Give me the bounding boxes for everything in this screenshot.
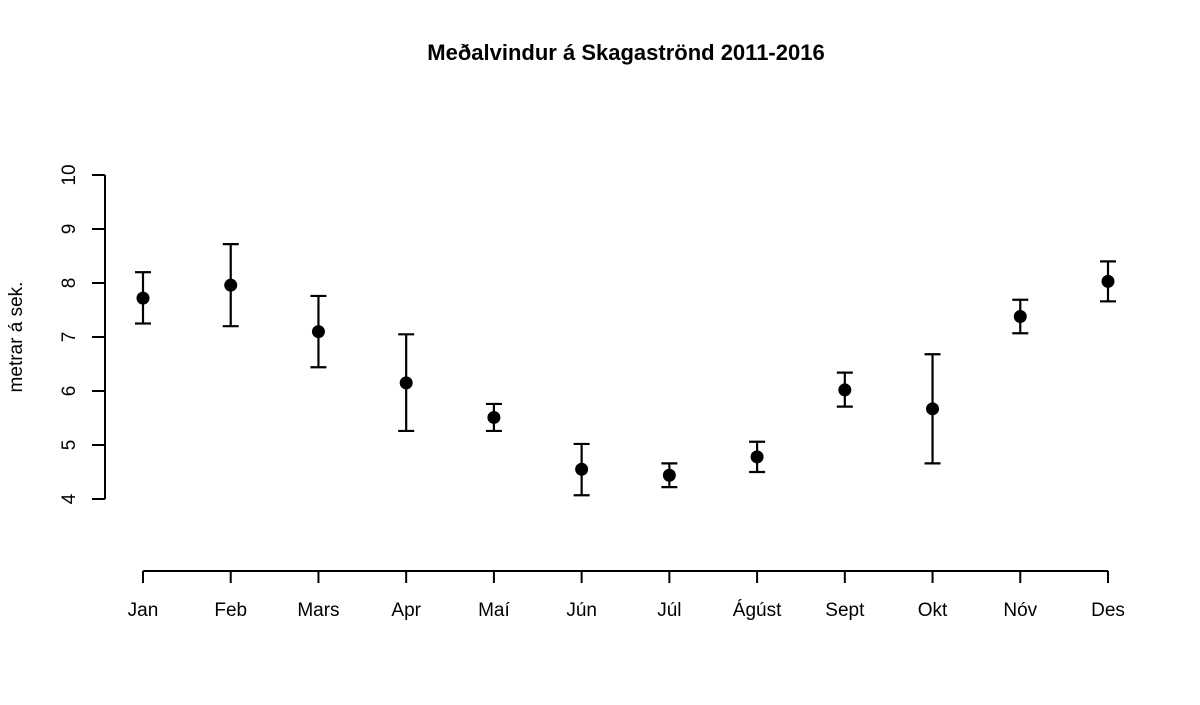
x-tick-label: Júl bbox=[657, 600, 681, 621]
y-tick-label: 10 bbox=[59, 164, 80, 185]
x-tick-label: Okt bbox=[918, 600, 948, 621]
data-point bbox=[399, 376, 413, 390]
y-tick-label: 6 bbox=[59, 386, 80, 397]
data-point bbox=[487, 410, 501, 424]
data-point bbox=[136, 291, 150, 305]
x-tick-label: Maí bbox=[478, 600, 510, 621]
y-axis: 4 5 6 7 8 9 10 bbox=[59, 164, 106, 504]
x-tick-label: Mars bbox=[297, 600, 339, 621]
x-tick-label: Feb bbox=[214, 600, 247, 621]
y-tick-label: 9 bbox=[59, 224, 80, 235]
data-point bbox=[1013, 309, 1027, 323]
data-point bbox=[575, 462, 589, 476]
x-tick-label: Jan bbox=[128, 600, 159, 621]
y-tick-label: 4 bbox=[59, 493, 80, 504]
data-point bbox=[926, 402, 940, 416]
x-tick-label: Jún bbox=[566, 600, 597, 621]
data-point bbox=[224, 278, 238, 292]
error-bars bbox=[135, 243, 1116, 497]
data-point bbox=[1101, 274, 1115, 288]
chart-title: Meðalvindur á Skagaströnd 2011-2016 bbox=[427, 40, 824, 65]
data-point bbox=[838, 383, 852, 397]
data-point bbox=[662, 468, 676, 482]
x-tick-label: Apr bbox=[391, 600, 421, 621]
x-axis: Jan Feb Mars Apr Maí Jún Júl Ágúst Sept Okt Nóv Des bbox=[128, 570, 1125, 621]
y-axis-label: metrar á sek. bbox=[6, 282, 27, 393]
data-point bbox=[750, 450, 764, 464]
x-tick-label: Ágúst bbox=[733, 600, 782, 621]
y-tick-label: 7 bbox=[59, 332, 80, 343]
data-point bbox=[311, 325, 325, 339]
data-points bbox=[136, 274, 1115, 482]
x-tick-label: Des bbox=[1091, 600, 1125, 621]
x-tick-label: Sept bbox=[825, 600, 865, 621]
y-tick-label: 8 bbox=[59, 278, 80, 289]
y-tick-label: 5 bbox=[59, 440, 80, 451]
x-tick-label: Nóv bbox=[1003, 600, 1037, 621]
